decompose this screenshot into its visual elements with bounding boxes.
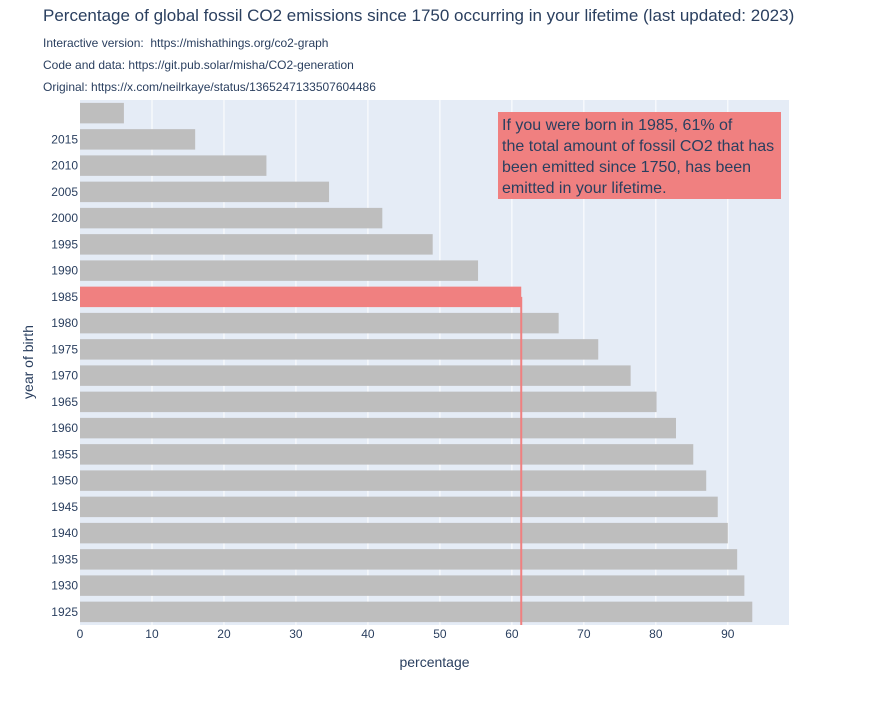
bar [80, 339, 599, 360]
y-tick-label: 2010 [51, 159, 78, 173]
bar [80, 234, 433, 255]
bar [80, 260, 479, 281]
bars [80, 102, 753, 623]
x-tick-label: 40 [361, 627, 375, 641]
x-tick-label: 60 [505, 627, 519, 641]
y-tick-label: 1965 [51, 395, 78, 409]
x-tick-label: 0 [77, 627, 84, 641]
y-tick-label: 2000 [51, 211, 78, 225]
x-tick-label: 50 [433, 627, 447, 641]
x-tick-label: 10 [145, 627, 159, 641]
bar [80, 444, 694, 465]
bar [80, 129, 196, 150]
y-tick-label: 1955 [51, 447, 78, 461]
y-tick-label: 1930 [51, 579, 78, 593]
annotation-line: If you were born in 1985, 61% of [502, 117, 733, 134]
y-tick-label: 1940 [51, 526, 78, 540]
bar [80, 155, 267, 176]
bar [80, 522, 728, 544]
y-tick-label: 1945 [51, 500, 78, 514]
bar [80, 365, 631, 386]
annotation-line: emitted in your lifetime. [502, 180, 667, 197]
bar [80, 470, 707, 491]
x-tick-labels: 0 10 20 30 40 50 60 70 80 90 [77, 627, 735, 641]
x-tick-label: 20 [217, 627, 231, 641]
bar [80, 496, 718, 518]
y-tick-label: 1925 [51, 605, 78, 619]
bar [80, 102, 124, 124]
highlight-bar [80, 286, 522, 308]
original-source-line: Original: https://x.com/neilrkaye/status… [43, 80, 376, 94]
y-tick-label: 2015 [51, 132, 78, 146]
x-tick-label: 30 [289, 627, 303, 641]
x-axis-title: percentage [399, 654, 469, 670]
y-tick-labels: 1925 1930 1935 1940 1945 1950 1955 1960 1965 1970… [51, 132, 78, 619]
annotation-line: been emitted since 1750, has been [502, 159, 752, 176]
y-tick-label: 1950 [51, 474, 78, 488]
bar [80, 549, 738, 570]
x-tick-label: 70 [577, 627, 591, 641]
y-tick-label: 1980 [51, 316, 78, 330]
annotation-box: If you were born in 1985, 61% of the tot… [498, 112, 781, 199]
bar [80, 417, 676, 439]
bar [80, 181, 330, 203]
y-tick-label: 1975 [51, 342, 78, 356]
bar [80, 601, 753, 623]
x-tick-label: 80 [649, 627, 663, 641]
bar [80, 312, 559, 334]
y-tick-label: 2005 [51, 185, 78, 199]
bar [80, 391, 657, 413]
annotation-line: the total amount of fossil CO2 that has [502, 138, 775, 155]
interactive-version-line: Interactive version: https://mishathings… [43, 36, 328, 50]
y-tick-label: 1935 [51, 552, 78, 566]
bar [80, 575, 745, 596]
y-tick-label: 1990 [51, 264, 78, 278]
y-tick-label: 1960 [51, 421, 78, 435]
bar [80, 207, 383, 229]
chart-title: Percentage of global fossil CO2 emission… [43, 6, 794, 25]
code-and-data-line: Code and data: https://git.pub.solar/mis… [43, 58, 354, 72]
y-tick-label: 1995 [51, 237, 78, 251]
y-tick-label: 1970 [51, 369, 78, 383]
y-tick-label: 1985 [51, 290, 78, 304]
y-axis-title: year of birth [20, 325, 36, 399]
x-tick-label: 90 [721, 627, 735, 641]
